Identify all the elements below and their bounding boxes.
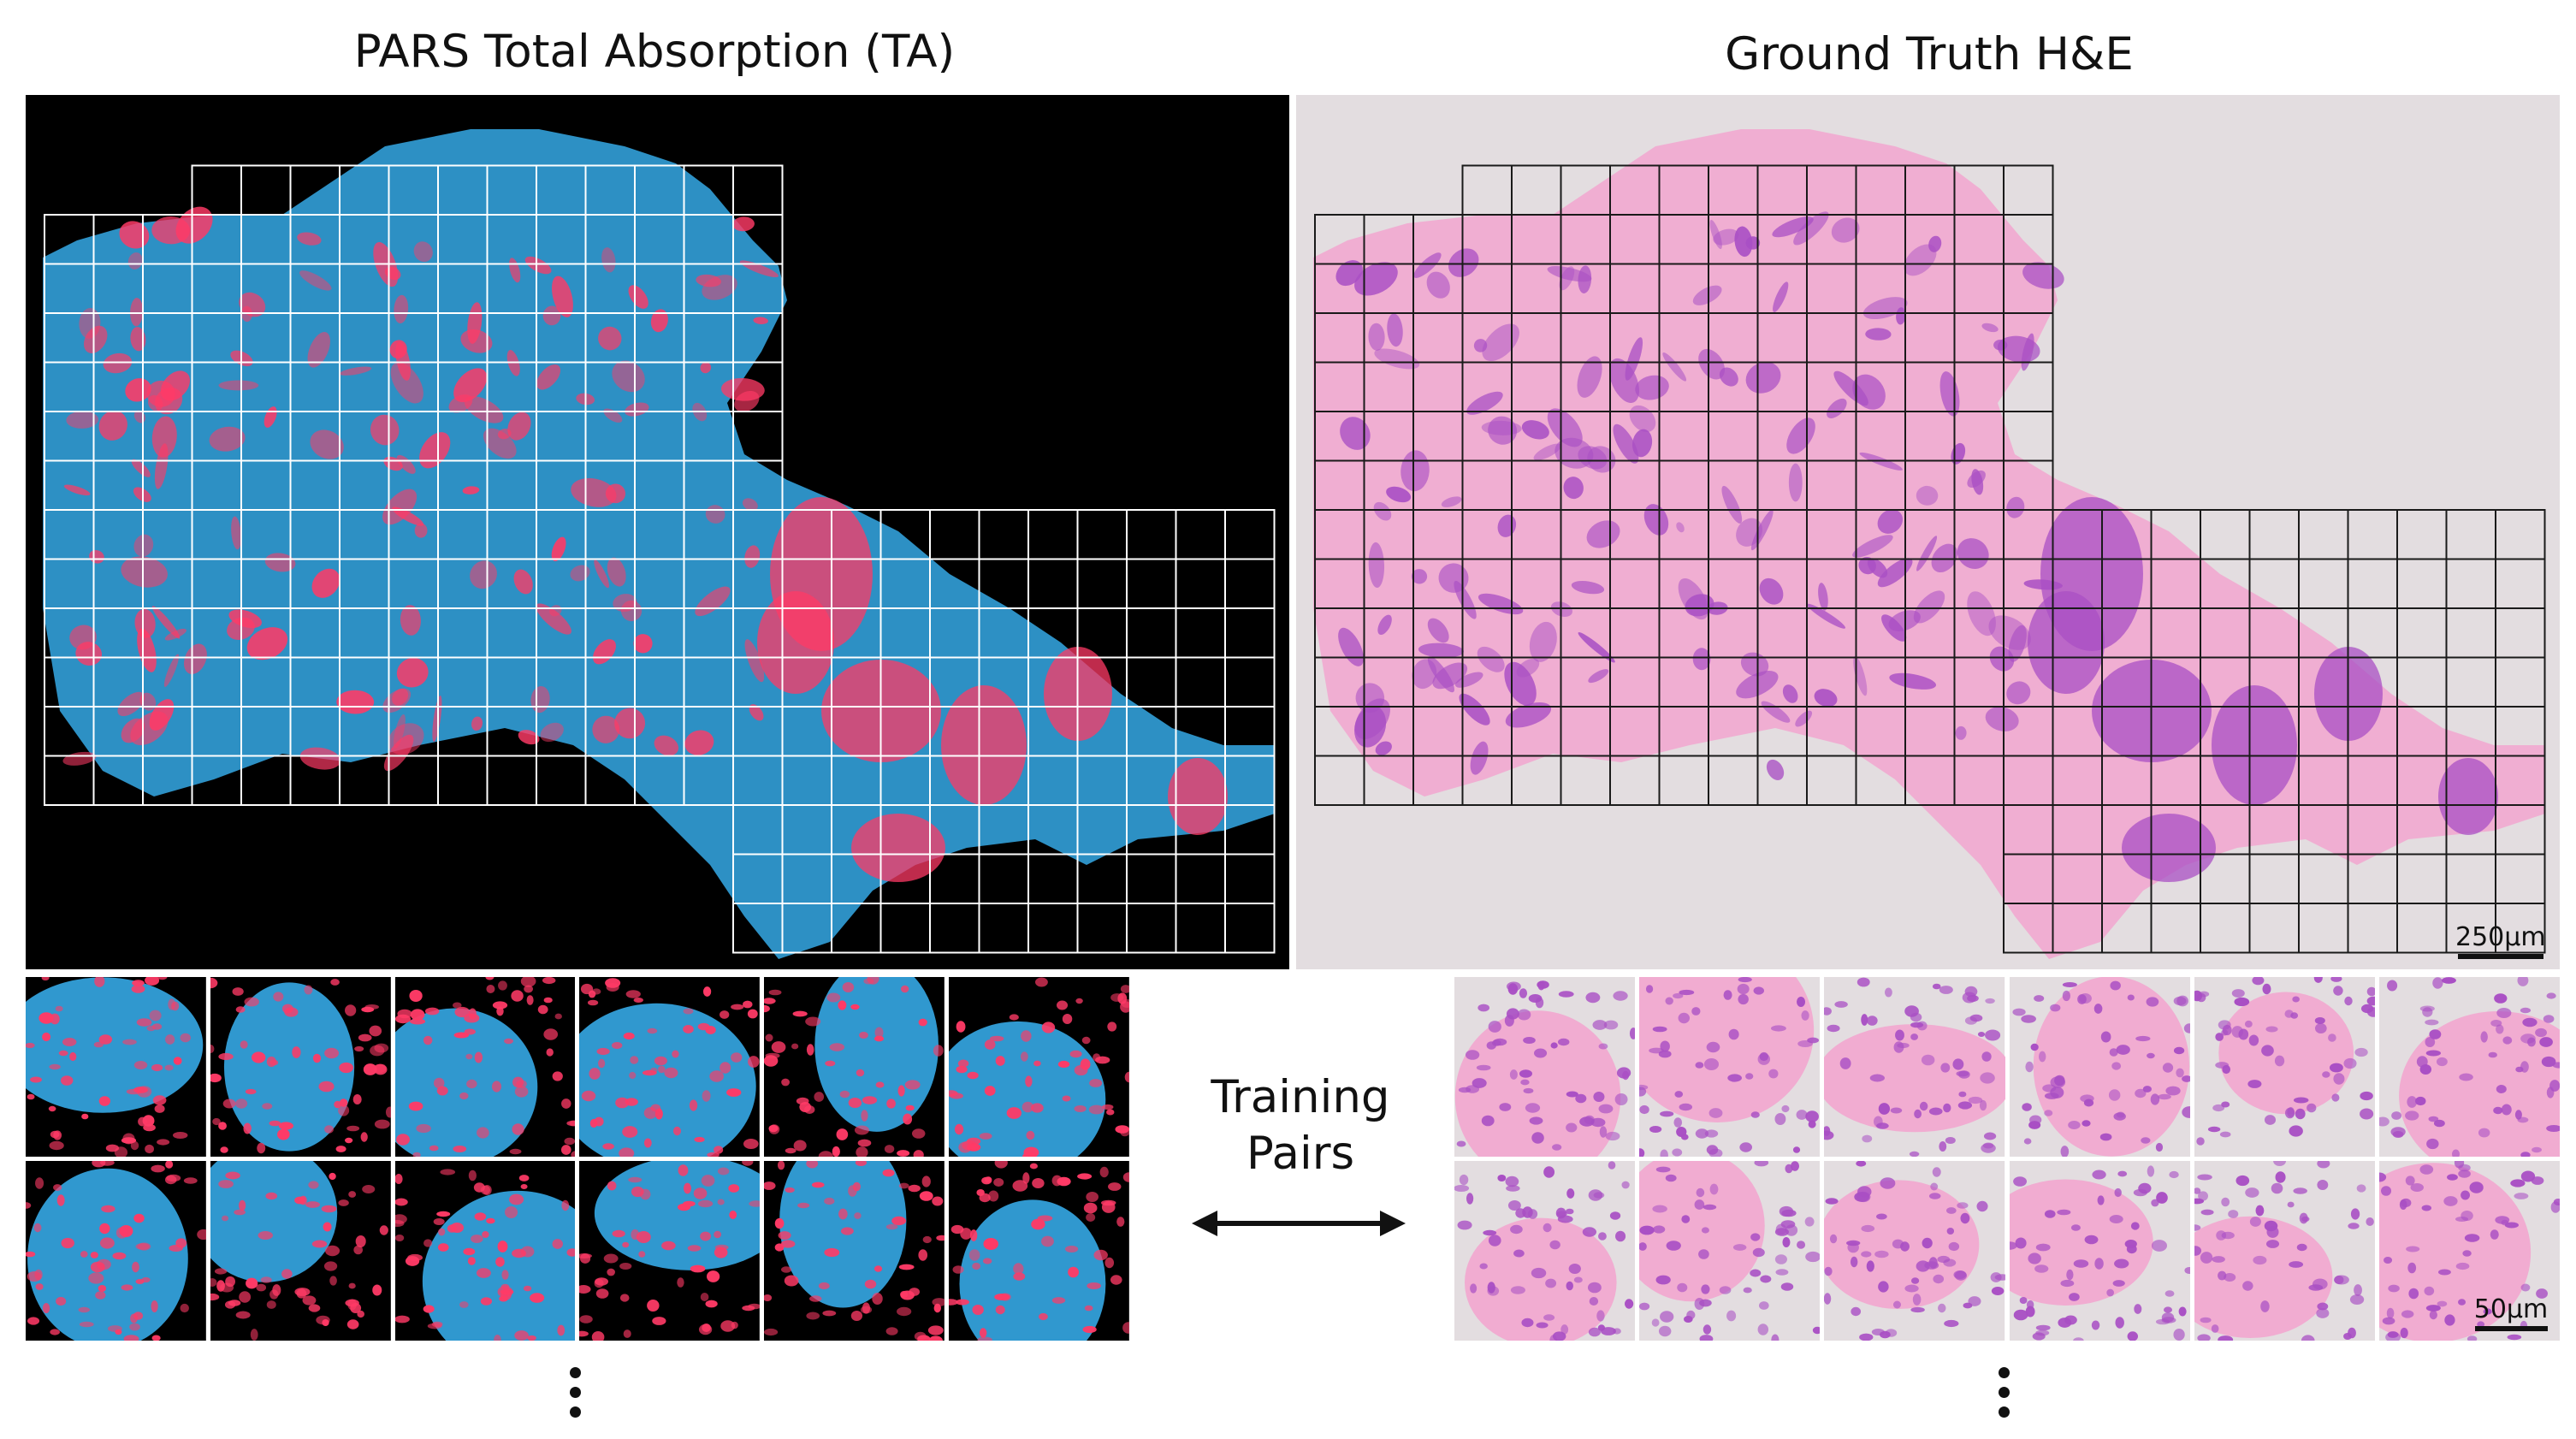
- overview-scalebar-label: 250µm: [2455, 922, 2546, 952]
- he-tile: [1824, 977, 2005, 1157]
- he-tile: [2009, 977, 2190, 1157]
- he-tile: [1454, 977, 1636, 1157]
- pars-tile: [579, 977, 761, 1157]
- he-tile: [2194, 1161, 2375, 1341]
- pars-tile: [26, 977, 206, 1157]
- right-panel-title: Ground Truth H&E: [1725, 28, 2134, 80]
- right-continuation-dots-icon: [1999, 1367, 2010, 1426]
- left-panel-title: PARS Total Absorption (TA): [353, 26, 956, 78]
- pars-training-tiles: [26, 977, 1129, 1341]
- pars-tile: [764, 1161, 945, 1341]
- training-pairs-label: Training Pairs: [1172, 1069, 1429, 1182]
- overview-scalebar-line: [2457, 954, 2543, 959]
- he-tile: [1454, 1161, 1636, 1341]
- pars-tile: [394, 1161, 576, 1341]
- he-tile: [2378, 977, 2560, 1157]
- he-tile: [1639, 1161, 1821, 1341]
- he-overview-image: [1296, 95, 2560, 969]
- tile-scalebar-label: 50µm: [2473, 1294, 2549, 1324]
- double-arrow-icon: [1192, 1211, 1406, 1236]
- training-pairs-line1: Training: [1211, 1071, 1390, 1123]
- he-tile: [1639, 977, 1821, 1157]
- tile-scalebar-line: [2474, 1326, 2548, 1331]
- pars-tile: [26, 1161, 206, 1341]
- pars-tile: [394, 977, 576, 1157]
- pars-tile: [949, 1161, 1129, 1341]
- tile-grid-overlay: [1314, 164, 2546, 954]
- overview-scalebar: 250µm: [2455, 922, 2546, 959]
- pars-tile: [579, 1161, 761, 1341]
- he-tile: [2009, 1161, 2190, 1341]
- training-pairs-line2: Pairs: [1246, 1128, 1355, 1180]
- tissue-region: [1313, 129, 2545, 959]
- pars-tile: [210, 1161, 391, 1341]
- he-tile: [2194, 977, 2375, 1157]
- left-continuation-dots-icon: [570, 1367, 582, 1426]
- pars-overview-image: [26, 95, 1289, 969]
- pars-tile: [210, 977, 391, 1157]
- tile-scalebar: 50µm: [2468, 1294, 2554, 1331]
- he-training-tiles: [1454, 977, 2560, 1341]
- tile-grid-overlay: [44, 164, 1276, 954]
- pars-tile: [764, 977, 945, 1157]
- pars-tile: [949, 977, 1129, 1157]
- he-tile: [1824, 1161, 2005, 1341]
- he-tile: [2378, 1161, 2560, 1341]
